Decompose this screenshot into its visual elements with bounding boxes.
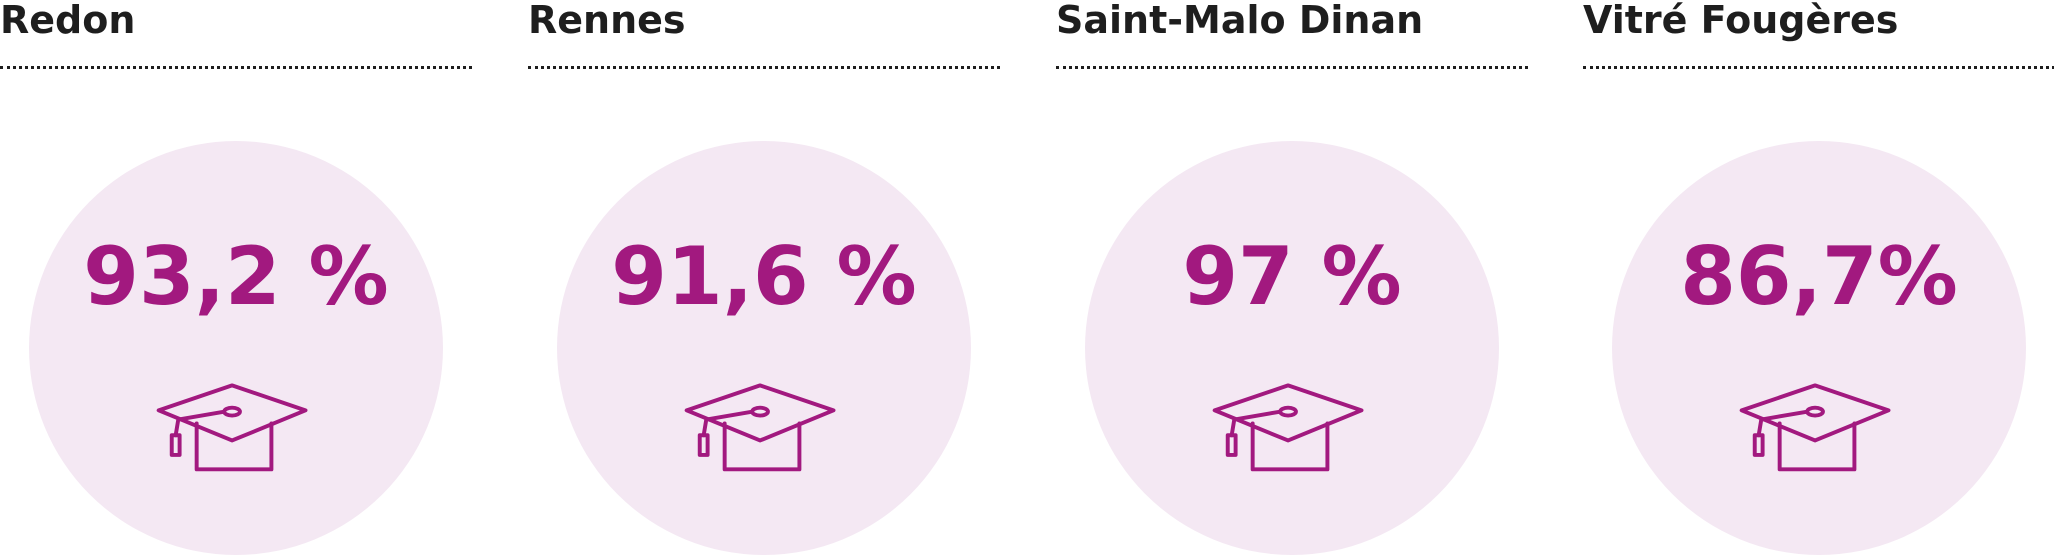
stat-value: 93,2 %: [83, 230, 389, 323]
stat-value: 86,7%: [1680, 230, 1958, 323]
stat-card: Vitré Fougères 86,7%: [1583, 0, 2054, 557]
circle-background: [557, 141, 971, 555]
circle-background: [1612, 141, 2026, 555]
dotted-rule: [528, 66, 1000, 69]
graduation-cap-icon: [1212, 383, 1364, 472]
stat-card: Saint-Malo Dinan 97 %: [1056, 0, 1528, 557]
stat-value: 91,6 %: [611, 230, 917, 323]
dotted-rule: [1583, 66, 2054, 69]
card-title: Saint-Malo Dinan: [1056, 0, 1424, 42]
stat-card: Rennes 91,6 %: [528, 0, 1000, 557]
card-title: Redon: [0, 0, 136, 42]
circle-background: [1085, 141, 1499, 555]
circle-background: [29, 141, 443, 555]
graduation-cap-icon: [684, 383, 836, 472]
graduation-cap-icon: [1739, 383, 1891, 472]
graduation-cap-icon: [156, 383, 308, 472]
stat-card: Redon 93,2 %: [0, 0, 472, 557]
stat-value: 97 %: [1182, 230, 1402, 323]
card-title: Vitré Fougères: [1583, 0, 1899, 42]
card-title: Rennes: [528, 0, 686, 42]
dotted-rule: [0, 66, 472, 69]
dotted-rule: [1056, 66, 1528, 69]
